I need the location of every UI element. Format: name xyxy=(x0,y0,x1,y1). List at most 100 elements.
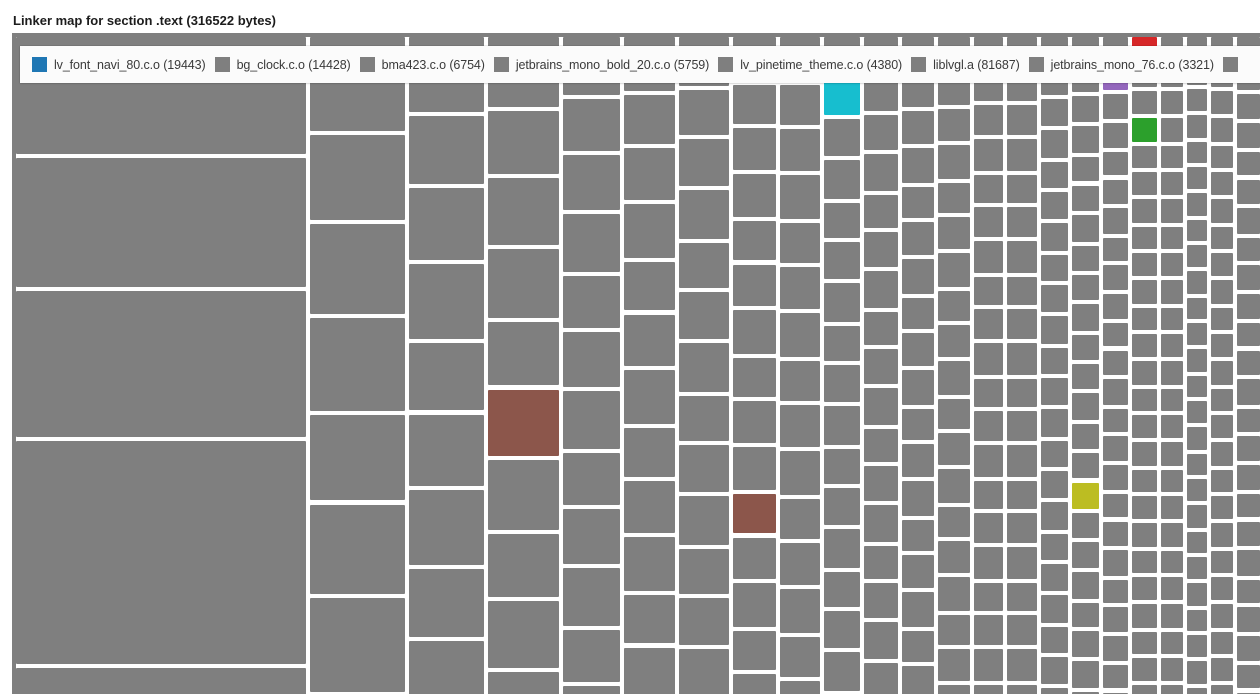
treemap-cell xyxy=(1103,521,1128,546)
treemap-cell xyxy=(409,414,484,486)
treemap-cell xyxy=(780,223,820,263)
treemap-cell xyxy=(864,583,898,618)
treemap-cell xyxy=(1041,316,1068,345)
treemap-cell xyxy=(1161,118,1183,143)
treemap-cell xyxy=(824,160,860,199)
treemap-cell xyxy=(780,405,820,447)
treemap-cell xyxy=(1161,658,1183,681)
treemap-cell xyxy=(824,325,860,361)
treemap-cell xyxy=(1132,199,1157,224)
treemap-cell xyxy=(1007,547,1037,579)
treemap-cell xyxy=(1072,631,1099,657)
treemap-cell xyxy=(1103,208,1128,234)
treemap-cell xyxy=(1161,604,1183,629)
legend-swatch xyxy=(493,57,509,72)
treemap-cell xyxy=(1161,523,1183,548)
treemap-cell xyxy=(1007,241,1037,273)
legend-item: liblvgl.a (81687) xyxy=(911,57,1020,72)
treemap-cell xyxy=(1007,207,1037,237)
treemap-cell xyxy=(1237,408,1260,432)
treemap-cell xyxy=(733,357,776,397)
legend-item-label: jetbrains_mono_bold_20.c.o (5759) xyxy=(515,57,710,72)
treemap-cell xyxy=(733,84,776,124)
treemap-cell xyxy=(16,441,306,664)
treemap-cell xyxy=(1132,334,1157,357)
legend-item xyxy=(1222,57,1245,72)
treemap-cell xyxy=(488,671,559,694)
treemap-cell xyxy=(824,242,860,279)
treemap-cell xyxy=(563,155,620,210)
treemap-cell xyxy=(864,154,898,191)
treemap-cell xyxy=(1211,470,1233,492)
treemap-cell xyxy=(1187,557,1207,579)
treemap-cell-highlight xyxy=(1132,118,1157,143)
treemap-cell xyxy=(824,652,860,691)
treemap-cell xyxy=(1187,142,1207,163)
treemap-cell xyxy=(1007,309,1037,339)
treemap-cell xyxy=(902,186,934,218)
legend-swatch xyxy=(1222,57,1238,72)
treemap-cell xyxy=(1132,470,1157,492)
treemap-cell xyxy=(1007,480,1037,509)
treemap-cell xyxy=(824,283,860,322)
treemap-cell xyxy=(1072,335,1099,360)
treemap-cell xyxy=(864,115,898,150)
treemap-cell xyxy=(1187,167,1207,189)
treemap-cell xyxy=(974,174,1003,203)
treemap-cell xyxy=(974,480,1003,509)
treemap-cell xyxy=(974,411,1003,441)
treemap-cell xyxy=(679,445,729,492)
treemap-cell xyxy=(938,325,970,357)
treemap-cell xyxy=(1237,152,1260,176)
treemap-cell xyxy=(1187,115,1207,139)
treemap-cell xyxy=(1041,162,1068,188)
treemap-cell xyxy=(1187,271,1207,295)
treemap-cell xyxy=(1007,582,1037,611)
treemap-cell xyxy=(1237,208,1260,234)
treemap-cell xyxy=(679,139,729,186)
legend-item-label: lv_pinetime_theme.c.o (4380) xyxy=(740,57,903,72)
treemap-cell xyxy=(1211,308,1233,330)
treemap-cell xyxy=(974,445,1003,477)
treemap-cell-highlight xyxy=(824,79,860,115)
treemap-cell xyxy=(310,317,405,412)
treemap-cell xyxy=(1041,502,1068,531)
treemap-cell xyxy=(1072,304,1099,332)
treemap-cell xyxy=(624,261,675,311)
treemap-cell xyxy=(780,637,820,677)
treemap-cell xyxy=(1187,427,1207,451)
treemap-cell xyxy=(1072,513,1099,538)
treemap-cell xyxy=(1187,505,1207,529)
treemap-cell xyxy=(1237,265,1260,290)
treemap-cell xyxy=(733,221,776,261)
treemap-cell xyxy=(1132,442,1157,467)
treemap-cell xyxy=(679,90,729,135)
treemap-cell xyxy=(1103,635,1128,662)
treemap-cell xyxy=(1161,227,1183,249)
treemap-cell xyxy=(902,297,934,329)
treemap-cell xyxy=(1072,602,1099,627)
legend-item-label: bma423.c.o (6754) xyxy=(381,57,485,72)
treemap-cell xyxy=(679,598,729,645)
treemap-cell xyxy=(563,332,620,387)
treemap-cell xyxy=(310,598,405,692)
treemap-cell xyxy=(1237,579,1260,603)
treemap-cell xyxy=(864,428,898,462)
treemap-cell xyxy=(310,504,405,594)
treemap-cell xyxy=(679,292,729,339)
treemap-cell xyxy=(1132,308,1157,330)
treemap-cell xyxy=(733,630,776,670)
treemap-cell xyxy=(902,519,934,551)
treemap-cell xyxy=(1211,685,1233,694)
treemap-cell xyxy=(1211,361,1233,386)
treemap-cell xyxy=(310,415,405,501)
treemap-cell xyxy=(938,145,970,179)
treemap-cell xyxy=(864,77,898,111)
treemap-cell xyxy=(974,547,1003,579)
treemap-cell xyxy=(1072,424,1099,449)
treemap-cell xyxy=(1041,99,1068,126)
treemap-cell xyxy=(1103,550,1128,576)
treemap-cell xyxy=(1132,632,1157,654)
treemap-cell xyxy=(679,343,729,393)
treemap-cell xyxy=(1211,172,1233,195)
